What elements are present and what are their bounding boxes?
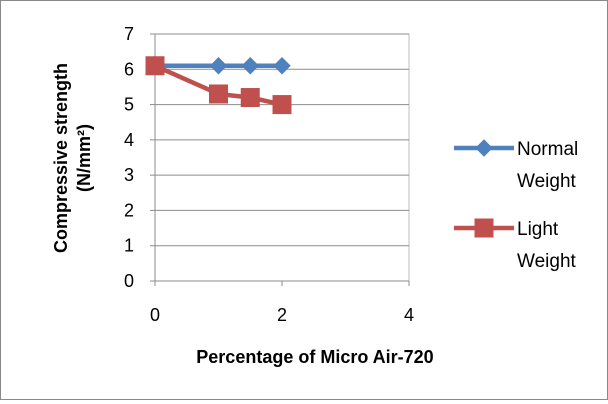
y-tick-label: 0 bbox=[124, 271, 134, 291]
legend: Normal Weight Light Weight bbox=[454, 139, 578, 272]
legend-label: Light bbox=[517, 219, 559, 240]
legend-entry-1: Normal Weight bbox=[454, 139, 578, 192]
legend-label: Weight bbox=[517, 171, 577, 192]
data-point bbox=[209, 57, 228, 75]
legend-label: Normal bbox=[517, 139, 578, 160]
y-tick-label: 2 bbox=[124, 200, 134, 220]
gridlines bbox=[155, 33, 409, 247]
x-tick-label: 0 bbox=[150, 305, 160, 325]
series-2 bbox=[145, 56, 292, 115]
y-axis-title-line-2: (N/mm²) bbox=[74, 124, 94, 192]
y-tick-label: 7 bbox=[124, 24, 134, 44]
y-axis-title-line-1: Compressive strength bbox=[51, 63, 71, 253]
legend-marker bbox=[474, 218, 494, 238]
data-point bbox=[241, 57, 259, 75]
y-tick-label: 1 bbox=[124, 236, 134, 256]
legend-marker bbox=[475, 139, 493, 157]
y-tick-label: 6 bbox=[124, 59, 134, 79]
data-point bbox=[209, 84, 228, 104]
y-tick-label: 3 bbox=[124, 165, 134, 185]
data-point bbox=[240, 88, 260, 108]
x-tick-label: 2 bbox=[277, 305, 287, 325]
data-point bbox=[272, 95, 292, 115]
y-tick-label: 4 bbox=[124, 130, 134, 150]
data-point bbox=[273, 57, 291, 75]
x-axis-title: Percentage of Micro Air-720 bbox=[196, 347, 433, 367]
tick-labels: 0 1 2 3 4 5 6 7 0 2 4 bbox=[124, 24, 414, 325]
x-tick-label: 4 bbox=[404, 305, 414, 325]
y-axis-title: Compressive strength (N/mm²) bbox=[51, 63, 94, 253]
y-tick-label: 5 bbox=[124, 95, 134, 115]
series bbox=[145, 56, 292, 115]
series-line bbox=[154, 63, 283, 107]
legend-label: Weight bbox=[517, 251, 577, 272]
data-point bbox=[145, 56, 165, 76]
legend-entry-2: Light Weight bbox=[454, 218, 577, 272]
